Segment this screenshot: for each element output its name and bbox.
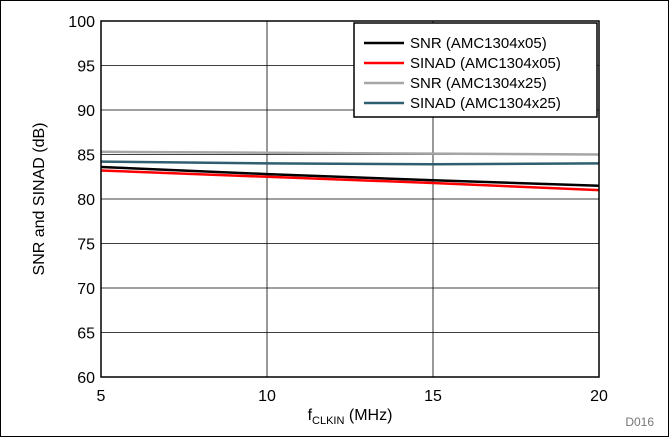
y-tick-label: 75 (77, 237, 95, 254)
x-tick-label: 20 (590, 388, 608, 405)
x-axis-title: fCLKIN (MHz) (308, 407, 393, 427)
y-tick-label: 65 (77, 326, 95, 343)
y-tick-label: 80 (77, 192, 95, 209)
series-lines (100, 150, 600, 192)
y-tick-label: 95 (77, 59, 95, 76)
x-axis-title-unit: (MHz) (344, 407, 392, 424)
legend: SNR (AMC1304x05) SINAD (AMC1304x05) SNR (A… (353, 22, 598, 118)
legend-label: SNR (AMC1304x05) (410, 35, 547, 52)
y-tick-label: 100 (68, 14, 95, 31)
legend-label: SINAD (AMC1304x05) (410, 55, 561, 72)
series-line (100, 169, 600, 192)
y-tick-label: 60 (77, 370, 95, 387)
legend-label: SINAD (AMC1304x25) (410, 95, 561, 112)
legend-box (353, 22, 598, 118)
x-axis-title-main: f (308, 407, 313, 424)
x-tick-label: 15 (424, 388, 442, 405)
x-axis-title-subscript: CLKIN (312, 415, 344, 427)
y-tick-label: 85 (77, 148, 95, 165)
figure-id: D016 (625, 415, 654, 429)
x-tick-label: 5 (97, 388, 106, 405)
x-tick-labels: 5 10 15 20 (97, 388, 608, 405)
series-line (100, 160, 600, 166)
series-line (100, 165, 600, 187)
legend-label: SNR (AMC1304x25) (410, 75, 547, 92)
x-tick-label: 10 (258, 388, 276, 405)
y-tick-labels: 60 65 70 75 80 85 90 95 100 (68, 14, 95, 387)
y-tick-label: 70 (77, 281, 95, 298)
series-line (100, 150, 600, 156)
y-axis-title: SNR and SINAD (dB) (31, 123, 48, 276)
y-tick-label: 90 (77, 103, 95, 120)
plot-area-border (100, 20, 600, 378)
